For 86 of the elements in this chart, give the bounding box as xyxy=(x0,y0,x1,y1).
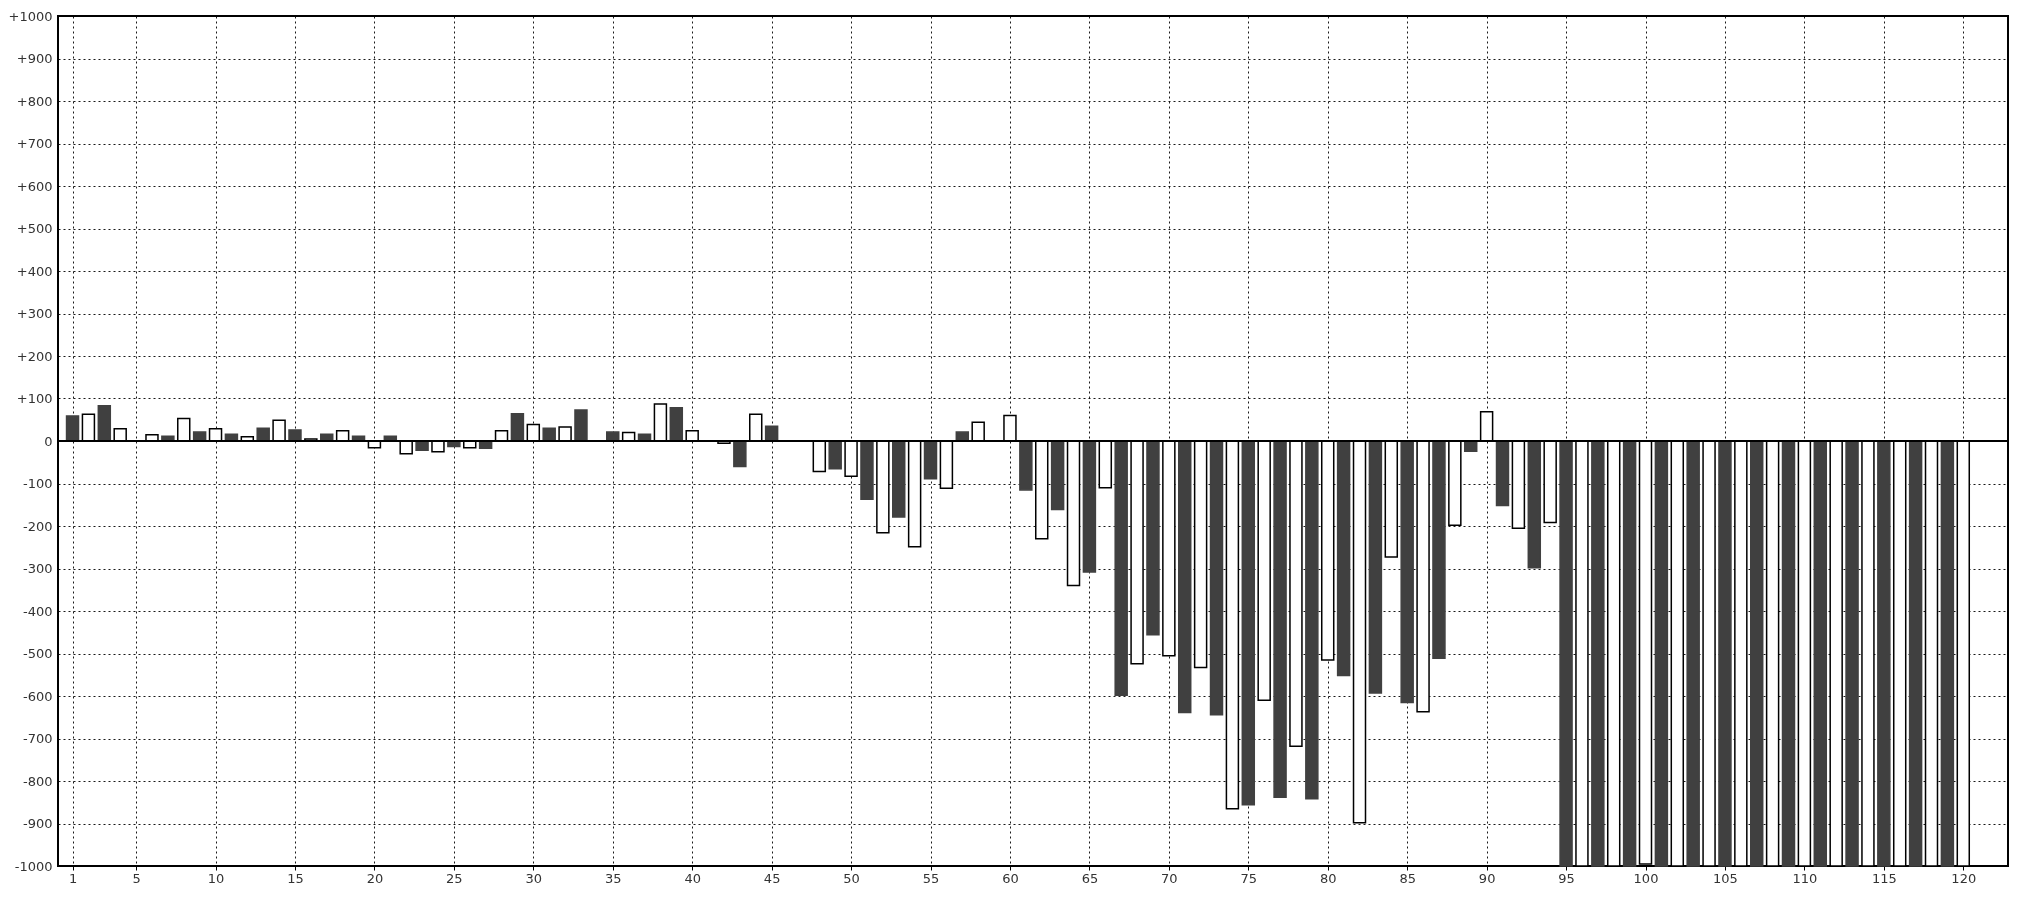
bar xyxy=(1781,440,1796,867)
y-tick-label: -600 xyxy=(22,688,53,704)
bar xyxy=(860,440,874,500)
bar xyxy=(97,404,112,442)
bar xyxy=(1559,440,1573,867)
x-tick-label: 100 xyxy=(1633,870,1659,886)
bar xyxy=(1845,440,1859,867)
y-tick-label: +400 xyxy=(16,263,53,279)
y-tick-label: 0 xyxy=(44,433,53,449)
y-tick-label: -700 xyxy=(22,731,53,746)
y-tick-label: -500 xyxy=(22,646,53,661)
bar xyxy=(288,429,302,442)
bar xyxy=(733,440,747,468)
y-tick-label: -300 xyxy=(22,561,53,576)
bar xyxy=(1082,440,1097,573)
bar xyxy=(669,407,684,442)
x-tick-label: 115 xyxy=(1871,870,1897,886)
bar xyxy=(1940,440,1955,867)
x-tick-label: 65 xyxy=(1081,870,1099,886)
y-tick-label: +200 xyxy=(16,348,53,364)
x-tick-label: 25 xyxy=(446,870,463,886)
y-tick-label: +500 xyxy=(16,221,53,236)
x-tick-label: 35 xyxy=(604,870,622,886)
y-tick-label: -200 xyxy=(22,518,53,534)
x-tick-label: 50 xyxy=(843,870,860,886)
x-tick-label: 40 xyxy=(684,870,701,886)
x-tick-label: 5 xyxy=(132,870,141,886)
bar xyxy=(1209,440,1224,716)
bar xyxy=(1432,440,1446,659)
x-tick-label: 1 xyxy=(68,870,78,886)
x-tick-label: 55 xyxy=(922,870,940,886)
bar xyxy=(1273,440,1287,798)
y-tick-label: +800 xyxy=(16,93,53,109)
bar xyxy=(1718,440,1732,867)
x-tick-label: 15 xyxy=(287,870,304,886)
bar xyxy=(1114,440,1128,696)
bar xyxy=(574,409,588,442)
y-tick-label: -400 xyxy=(22,603,53,619)
y-tick-label: +700 xyxy=(16,136,53,151)
bar xyxy=(1050,440,1065,511)
bar xyxy=(1305,440,1319,800)
x-tick-label: 20 xyxy=(366,870,384,886)
bar xyxy=(1336,440,1351,677)
x-tick-label: 120 xyxy=(1951,870,1977,886)
bar xyxy=(828,440,842,470)
bar xyxy=(1749,440,1764,867)
bar xyxy=(1527,440,1542,569)
bar xyxy=(1877,440,1891,867)
bar xyxy=(923,440,938,480)
y-tick-label: +300 xyxy=(16,306,53,321)
x-tick-label: 90 xyxy=(1478,870,1496,886)
x-tick-label: 85 xyxy=(1399,870,1416,886)
y-tick-label: +100 xyxy=(16,391,53,406)
bar xyxy=(1400,440,1414,704)
x-tick-label: 110 xyxy=(1792,870,1818,886)
bar xyxy=(892,440,906,518)
bar xyxy=(65,415,80,442)
bar xyxy=(1178,440,1192,714)
bar xyxy=(1368,440,1383,694)
bar xyxy=(1591,440,1605,867)
x-tick-label: 105 xyxy=(1713,870,1738,886)
y-tick-label: +600 xyxy=(16,178,53,194)
x-tick-label: 10 xyxy=(207,870,225,886)
x-tick-label: 30 xyxy=(525,870,543,886)
y-tick-label: -800 xyxy=(22,773,53,789)
bar xyxy=(510,413,525,442)
y-tick-label: -100 xyxy=(22,476,53,491)
bar xyxy=(1241,440,1256,806)
bar xyxy=(1813,440,1828,867)
x-tick-label: 75 xyxy=(1240,870,1258,886)
y-tick-label: +900 xyxy=(16,51,53,66)
x-tick-label: 70 xyxy=(1161,870,1178,886)
y-tick-label: +1000 xyxy=(8,8,53,24)
bar xyxy=(1686,440,1700,867)
x-tick-label: 95 xyxy=(1558,870,1575,886)
bar xyxy=(1495,440,1510,507)
y-tick-label: -1000 xyxy=(14,858,53,874)
bar xyxy=(1622,440,1637,867)
bar xyxy=(1908,440,1923,867)
x-tick-label: 80 xyxy=(1319,870,1337,886)
bar xyxy=(1146,440,1160,636)
x-tick-label: 60 xyxy=(1002,870,1019,886)
bar xyxy=(1654,440,1669,867)
x-tick-label: 45 xyxy=(763,870,781,886)
y-tick-label: -900 xyxy=(22,816,53,831)
bar xyxy=(1019,440,1033,491)
